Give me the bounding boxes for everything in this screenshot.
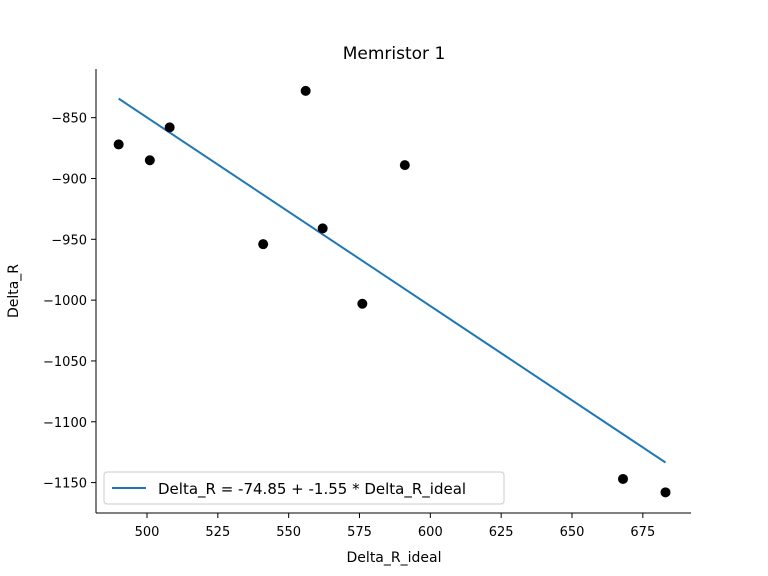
x-tick-label: 675 [630, 525, 655, 540]
y-tick-label: −1000 [43, 294, 87, 309]
y-tick-label: −850 [51, 112, 87, 127]
y-tick-label: −1100 [43, 416, 87, 431]
y-axis-title: Delta_R [6, 264, 22, 318]
y-ticks: −850 −900 −950 −1000 −1050 −1100 −1150 [43, 112, 96, 492]
chart-title: Memristor 1 [343, 44, 446, 64]
x-tick-label: 575 [347, 525, 372, 540]
data-point [400, 160, 410, 170]
x-ticks: 500 525 550 575 600 625 650 675 [135, 513, 656, 540]
legend-label: Delta_R = -74.85 + -1.55 * Delta_R_ideal [158, 480, 466, 499]
y-tick-label: −1050 [43, 355, 87, 370]
axes [96, 69, 691, 513]
x-axis-title: Delta_R_ideal [347, 550, 442, 566]
data-point [301, 86, 311, 96]
fit-line [119, 99, 666, 463]
data-point [318, 223, 328, 233]
data-point [357, 299, 367, 309]
data-point [145, 155, 155, 165]
data-point [258, 239, 268, 249]
data-point [114, 139, 124, 149]
y-tick-label: −1150 [43, 477, 87, 492]
data-points [114, 86, 671, 497]
x-tick-label: 525 [205, 525, 230, 540]
x-tick-label: 600 [418, 525, 443, 540]
x-tick-label: 550 [276, 525, 301, 540]
data-point [165, 122, 175, 132]
data-point [661, 487, 671, 497]
data-point [618, 474, 628, 484]
x-tick-label: 625 [489, 525, 514, 540]
x-tick-label: 500 [135, 525, 160, 540]
y-tick-label: −950 [51, 233, 87, 248]
legend: Delta_R = -74.85 + -1.55 * Delta_R_ideal [104, 472, 504, 504]
fit-line-group [119, 99, 666, 463]
y-tick-label: −900 [51, 172, 87, 187]
x-tick-label: 650 [560, 525, 585, 540]
